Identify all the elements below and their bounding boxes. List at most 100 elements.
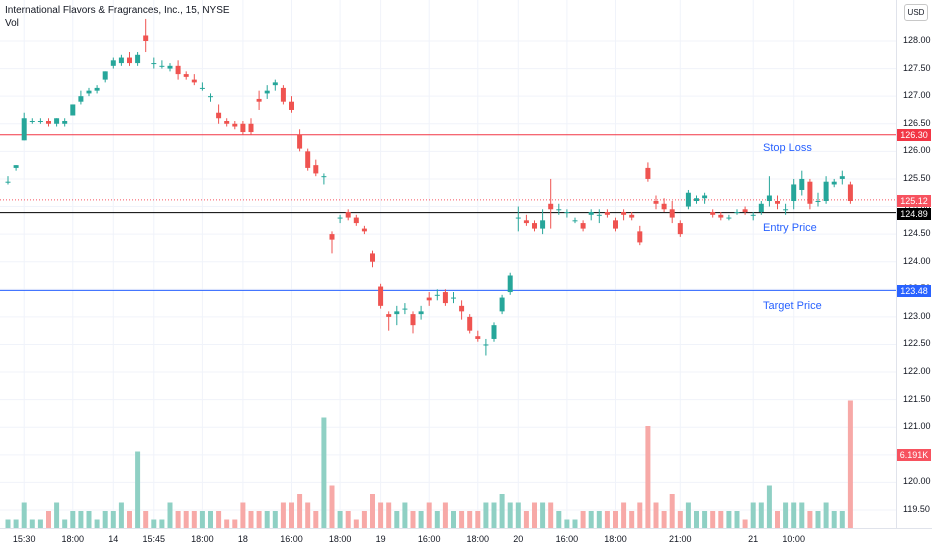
candle-body — [669, 209, 675, 218]
price-tick-label: 126.00 — [903, 145, 931, 156]
currency-button[interactable]: USD — [904, 4, 928, 21]
candle-body — [232, 123, 238, 127]
candle-body — [621, 212, 627, 215]
volume-bar — [94, 519, 100, 528]
volume-bar — [532, 502, 537, 528]
candle-body — [467, 316, 473, 331]
candle-body — [475, 336, 481, 339]
volume-bar — [183, 511, 189, 528]
time-tick-label: 18 — [237, 534, 248, 544]
candle-body — [46, 121, 51, 124]
candle-body — [847, 184, 853, 202]
volume-bar — [46, 511, 51, 528]
volume-bar — [799, 502, 805, 528]
volume-bar — [548, 502, 554, 528]
price-tick-label: 122.00 — [903, 366, 931, 377]
stop-loss-price-badge: 126.30 — [897, 129, 931, 141]
candle-body — [378, 286, 384, 306]
candle-body — [329, 234, 335, 240]
volume-bar — [637, 502, 643, 528]
volume-bar — [361, 511, 367, 528]
candle-body — [734, 212, 740, 214]
candle-body — [386, 314, 392, 317]
target-price-label[interactable]: Target Price — [763, 300, 822, 312]
volume-bar — [264, 511, 270, 528]
volume-bar — [321, 417, 327, 528]
volume-bar — [110, 511, 116, 528]
time-tick-label: 15:30 — [12, 534, 36, 544]
candle-body — [54, 118, 60, 124]
candle-body — [345, 212, 351, 218]
candle-body — [127, 57, 132, 64]
volume-bar — [224, 519, 230, 528]
candle-body — [750, 214, 756, 216]
time-tick-label: 18:00 — [466, 534, 490, 544]
candle-body — [523, 220, 529, 224]
candle-body — [442, 292, 448, 304]
volume-bar — [118, 502, 124, 528]
volume-bar — [629, 511, 635, 528]
price-tick-label: 127.50 — [903, 62, 931, 73]
volume-bar — [410, 511, 416, 528]
price-tick-label: 125.50 — [903, 172, 931, 183]
volume-bar — [783, 502, 789, 528]
volume-bar — [337, 511, 343, 528]
candle-body — [370, 253, 375, 262]
time-tick-label: 18:00 — [191, 534, 214, 544]
candle-body — [775, 201, 780, 204]
candle-body — [426, 297, 432, 301]
horizontal-levels — [0, 134, 896, 291]
chart-header: International Flavors & Fragrances, Inc.… — [5, 4, 230, 30]
volume-bar — [102, 511, 108, 528]
volume-bar — [515, 502, 521, 528]
candle-body — [726, 217, 732, 219]
volume-bar — [653, 502, 659, 528]
volume-bar — [353, 519, 359, 528]
volume-bar — [507, 502, 513, 528]
candle-body — [710, 212, 716, 215]
volume-bar — [831, 511, 837, 528]
candle-body — [548, 203, 554, 210]
volume-bar — [580, 511, 586, 528]
volume-indicator-label[interactable]: Vol — [5, 18, 19, 29]
candle-body — [459, 305, 465, 312]
volume-bar — [677, 511, 683, 528]
volume-bar — [272, 511, 278, 528]
volume-bar — [702, 511, 708, 528]
volume-bar — [386, 502, 392, 528]
volume-bar — [572, 519, 578, 528]
candle-body — [410, 314, 416, 326]
volume-bar — [280, 502, 286, 528]
candle-body — [613, 220, 618, 229]
stop-loss-label[interactable]: Stop Loss — [763, 142, 812, 154]
candle-body — [653, 201, 659, 204]
volume-bar — [329, 485, 335, 528]
volume-bar — [86, 511, 92, 528]
volume-bar — [37, 519, 43, 528]
candle-body — [791, 184, 797, 202]
candle-body — [629, 214, 635, 218]
time-tick-label: 16:00 — [280, 534, 303, 544]
time-tick-label: 19 — [375, 534, 386, 544]
volume-bar — [345, 511, 351, 528]
candle-body — [167, 65, 173, 69]
volume-bar — [775, 511, 780, 528]
volume-bar — [621, 502, 627, 528]
time-tick-label: 14 — [108, 534, 119, 544]
candle-body — [118, 57, 124, 64]
volume-bar — [645, 426, 651, 528]
volume-bar — [54, 502, 60, 528]
volume-bar — [475, 511, 481, 528]
candle-body — [451, 297, 456, 299]
candle-body — [418, 311, 424, 315]
volume-bar — [208, 511, 213, 528]
target-price-badge: 123.48 — [897, 285, 931, 297]
candle-body — [175, 65, 181, 75]
candle-body — [807, 181, 813, 204]
entry-price-label[interactable]: Entry Price — [763, 222, 817, 234]
candle-body — [394, 311, 400, 315]
volume-bar — [750, 502, 756, 528]
volume-bar — [62, 519, 68, 528]
candle-body — [564, 212, 570, 214]
